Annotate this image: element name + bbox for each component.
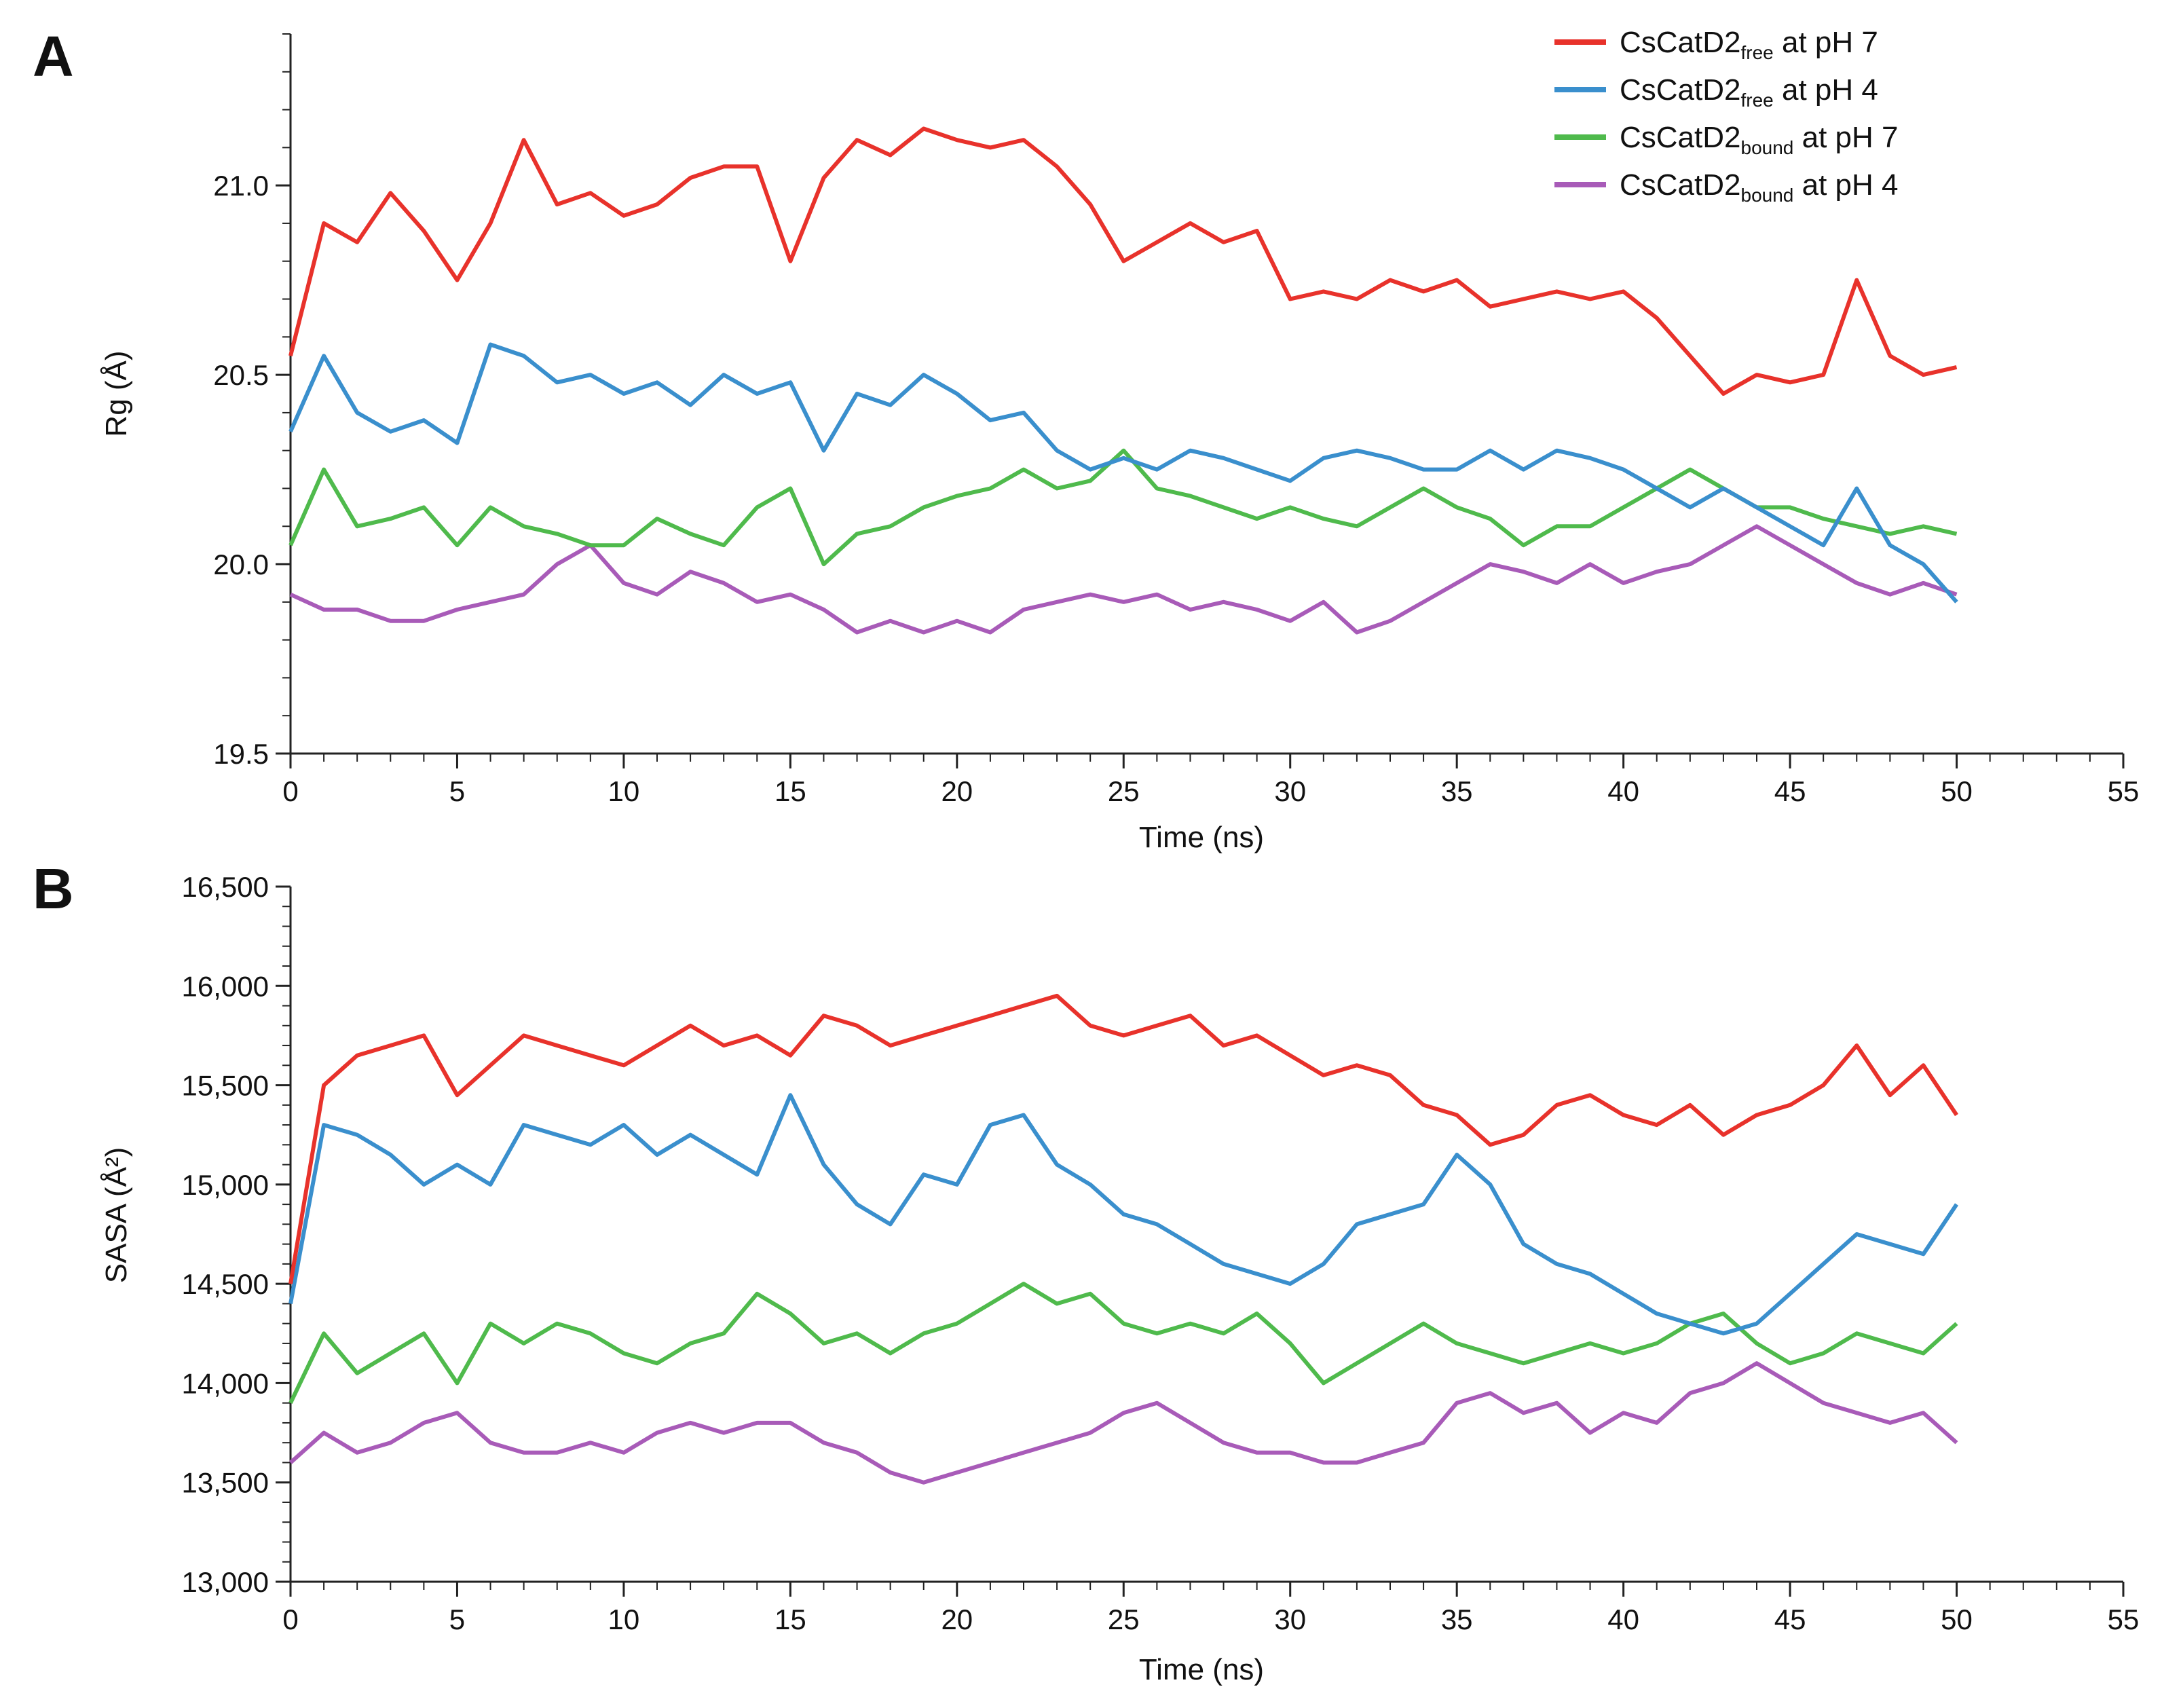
legend-rest: at pH 4 [1793, 168, 1898, 202]
x-tick-label: 50 [1941, 1603, 1973, 1635]
series-line-pH7_bound [288, 1282, 1958, 1404]
y-tick-label: 15,500 [182, 1070, 269, 1102]
x-tick-label: 45 [1774, 775, 1806, 807]
panel-b-plot: 0 5 10 15 20 25 30 35 40 45 50 55 13,000 13,500 14,000… [182, 871, 2140, 1635]
panel-a-letter: A [33, 24, 74, 88]
legend-base: CsCatD2 [1620, 168, 1741, 202]
x-tick-label: 45 [1774, 1603, 1806, 1635]
series-line-pH4_free [288, 1093, 1958, 1336]
y-tick-label: 15,000 [182, 1169, 269, 1201]
x-tick-label: 30 [1274, 775, 1306, 807]
x-tick-label: 35 [1441, 1603, 1473, 1635]
panel-a-x-axis-title: Time (ns) [1139, 821, 1264, 854]
legend-subscript: free [1741, 90, 1774, 111]
legend-subscript: bound [1741, 137, 1794, 158]
y-tick-label: 19.5 [213, 738, 269, 770]
legend-rest: at pH 7 [1774, 26, 1878, 59]
x-tick-label: 40 [1607, 1603, 1639, 1635]
series-line-pH4_bound [289, 1361, 1958, 1485]
y-tick-label: 20.5 [213, 359, 269, 391]
series-line-pH7_bound [288, 448, 1958, 567]
y-tick-label: 13,500 [182, 1467, 269, 1499]
legend-base: CsCatD2 [1620, 121, 1741, 154]
x-tick-label: 0 [282, 1603, 298, 1635]
x-tick-label: 15 [775, 1603, 806, 1635]
y-tick-label: 16,000 [182, 970, 269, 1002]
legend-base: CsCatD2 [1620, 26, 1741, 59]
y-tick-label: 14,000 [182, 1367, 269, 1399]
legend-subscript: free [1741, 42, 1774, 63]
y-tick-label: 14,500 [182, 1268, 269, 1300]
legend-label-pH4_bound: CsCatD2bound at pH 4 [1620, 168, 1898, 206]
x-tick-label: 10 [608, 775, 640, 807]
legend-rest: at pH 7 [1793, 121, 1898, 154]
series-line-pH7_free [288, 993, 1958, 1284]
y-tick-label: 16,500 [182, 871, 269, 903]
legend-rest: at pH 4 [1774, 73, 1878, 107]
x-tick-label: 30 [1274, 1603, 1306, 1635]
series-line-pH4_free [288, 342, 1958, 604]
panel-b: B 0 5 10 15 20 25 30 35 40 45 50 55 13,000 13,500 14,0… [33, 857, 2139, 1686]
x-tick-label: 55 [2108, 1603, 2140, 1635]
series-line-pH7_free [288, 126, 1958, 396]
panel-b-letter: B [33, 857, 74, 921]
x-tick-label: 35 [1441, 775, 1473, 807]
legend-label-pH4_free: CsCatD2free at pH 4 [1620, 73, 1878, 111]
x-tick-label: 25 [1108, 1603, 1140, 1635]
x-tick-label: 5 [449, 1603, 465, 1635]
x-tick-label: 0 [282, 775, 298, 807]
panel-b-y-axis-title: SASA (Å²) [100, 1147, 133, 1284]
x-tick-label: 5 [449, 775, 465, 807]
legend-label-pH7_free: CsCatD2free at pH 7 [1620, 26, 1878, 63]
x-tick-label: 15 [775, 775, 806, 807]
y-tick-label: 20.0 [213, 549, 269, 580]
x-tick-label: 25 [1108, 775, 1140, 807]
legend-subscript: bound [1741, 185, 1794, 206]
panel-a-plot: 0 5 10 15 20 25 30 35 40 45 50 55 19.5 20.0 20.5 21.0 [213, 33, 2140, 807]
legend-label-pH7_bound: CsCatD2bound at pH 7 [1620, 121, 1898, 158]
panel-a-y-axis-title: Rg (Å) [100, 350, 133, 437]
x-tick-label: 50 [1941, 775, 1973, 807]
panel-a: A 0 5 10 15 20 25 30 35 40 45 50 55 19.5 20.0 20.5 21.0… [33, 24, 2139, 854]
series-line-pH4_bound [289, 524, 1958, 635]
x-tick-label: 20 [941, 1603, 973, 1635]
x-tick-label: 40 [1607, 775, 1639, 807]
panel-b-x-axis-title: Time (ns) [1139, 1653, 1264, 1686]
y-tick-label: 13,000 [182, 1566, 269, 1598]
x-tick-label: 55 [2108, 775, 2140, 807]
x-tick-label: 10 [608, 1603, 640, 1635]
y-tick-label: 21.0 [213, 170, 269, 202]
x-tick-label: 20 [941, 775, 973, 807]
legend-base: CsCatD2 [1620, 73, 1741, 107]
